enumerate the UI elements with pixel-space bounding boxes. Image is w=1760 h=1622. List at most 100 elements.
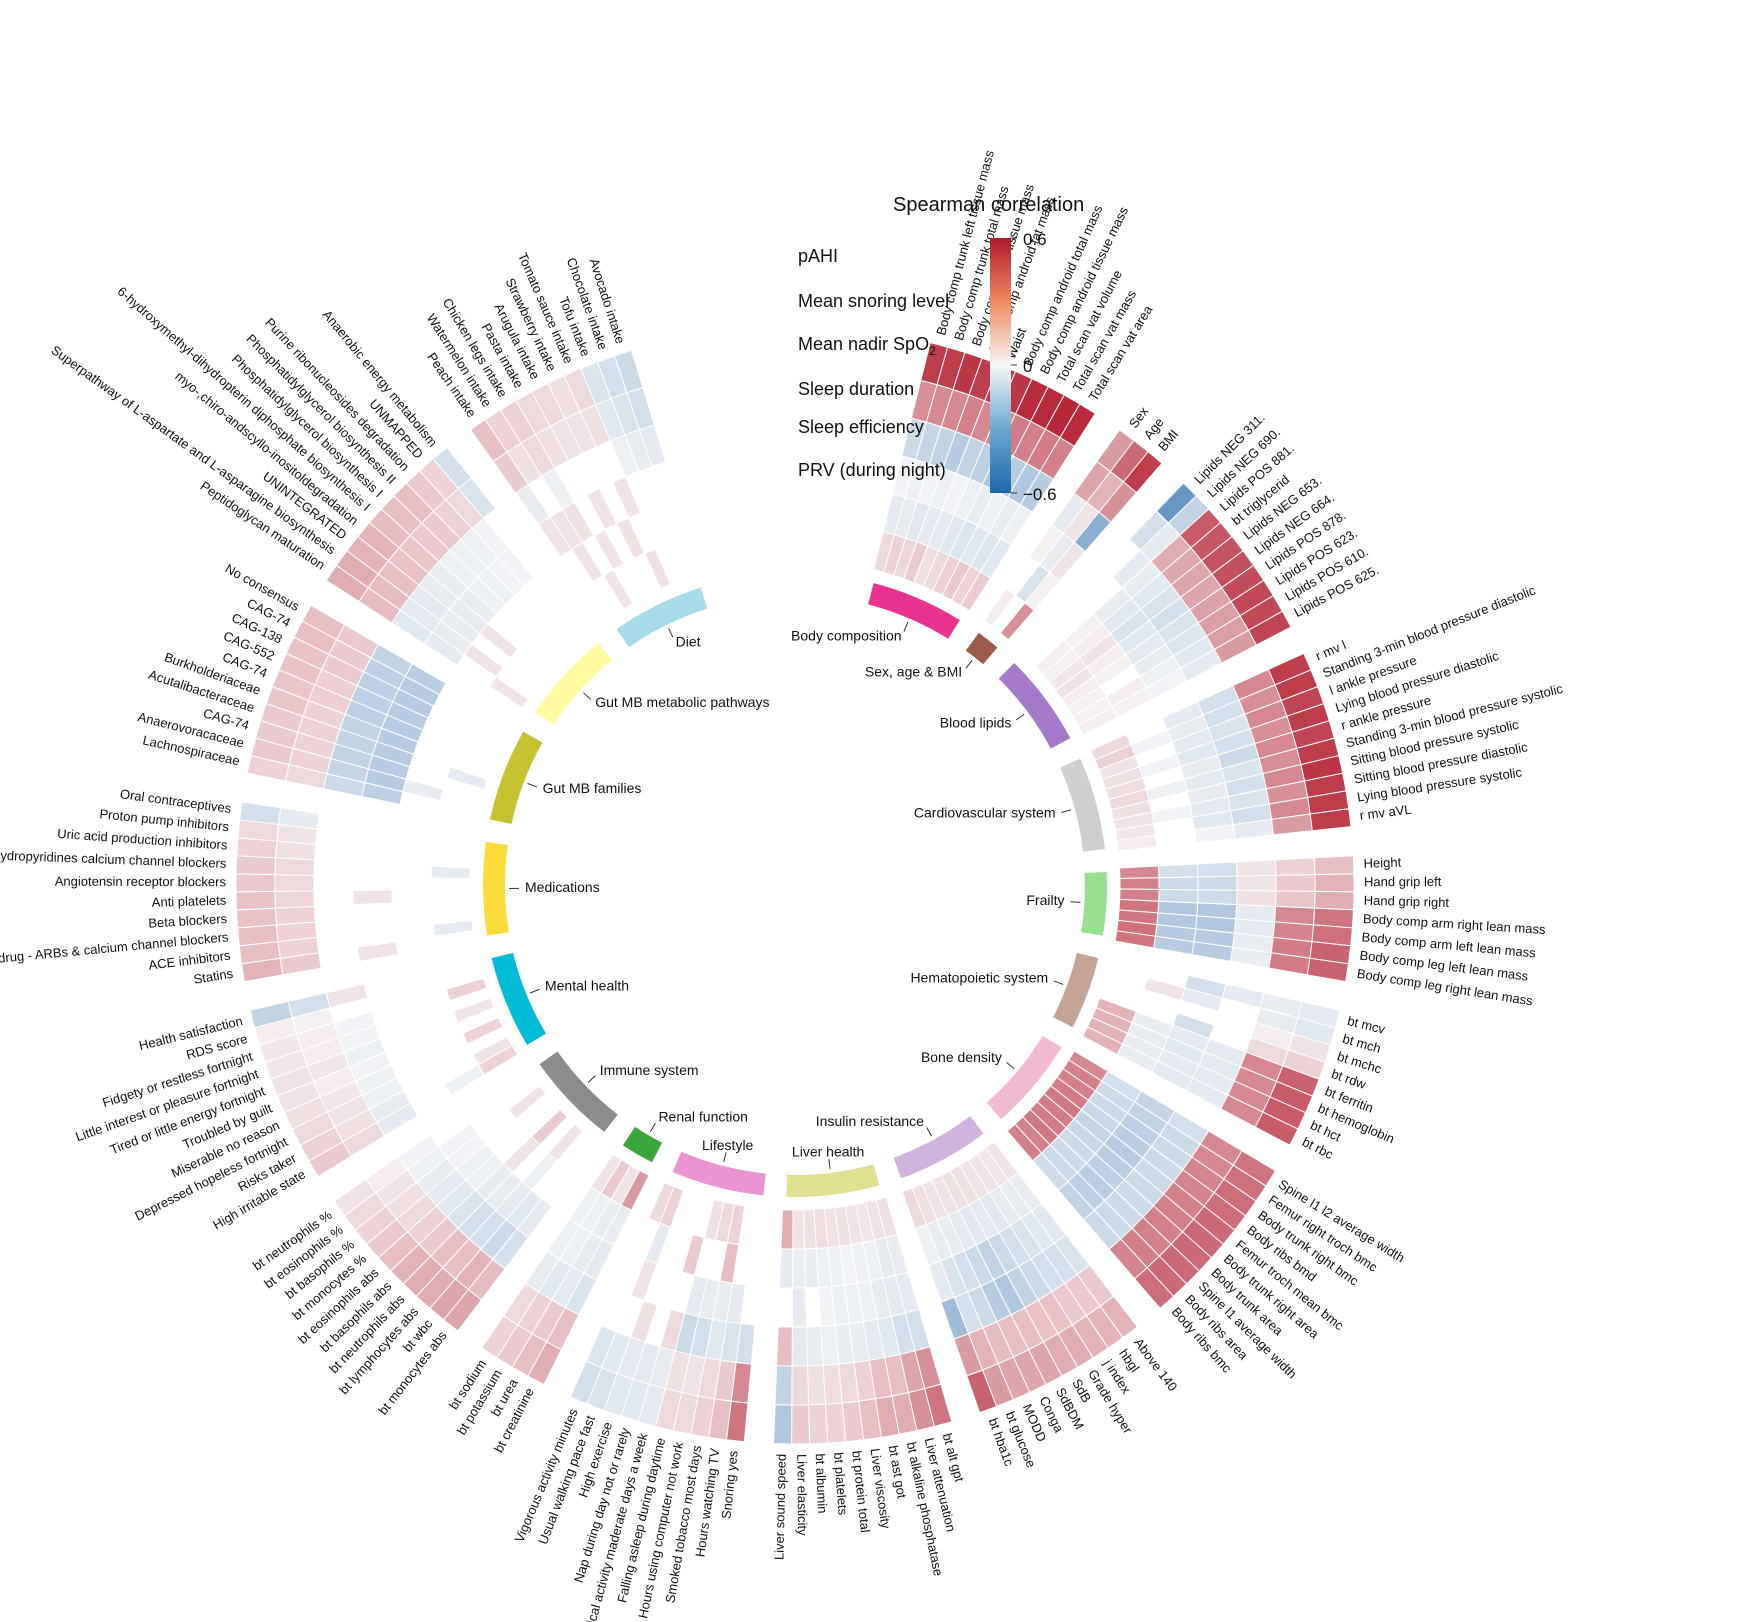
heatmap-cell <box>432 830 475 848</box>
group-label-tick <box>1015 713 1025 721</box>
heatmap-cell <box>1006 1123 1043 1162</box>
group-label-tick <box>527 783 538 788</box>
group-label: Liver health <box>792 1144 864 1160</box>
colorbar-legend: Spearman correlation 0.6 0 −0.6 <box>893 194 1084 504</box>
row-labels: pAHI Mean snoring level Mean nadir SpO2 … <box>798 246 949 480</box>
row-label-3: Sleep duration <box>798 379 914 399</box>
heatmap-cells <box>235 341 1355 1445</box>
heatmap-cell <box>235 873 276 893</box>
heatmap-cell <box>806 1325 824 1367</box>
heatmap-cell <box>1158 876 1199 891</box>
group-label: Lifestyle <box>702 1137 754 1153</box>
heatmap-cell <box>1236 889 1277 907</box>
heatmap-cell <box>352 861 394 878</box>
heatmap-cell <box>1235 859 1277 877</box>
heatmap-cell <box>235 890 277 911</box>
heatmap-cell <box>439 957 482 979</box>
heatmap-cell <box>676 536 701 579</box>
heatmap-cell <box>558 599 594 638</box>
heatmap-cell <box>313 859 355 877</box>
group-arc <box>998 662 1071 749</box>
group-label-tick <box>1006 1061 1015 1070</box>
heatmap-cell <box>391 900 433 917</box>
heatmap-cell <box>774 1365 793 1406</box>
heatmap-cell <box>473 702 515 733</box>
group-arc <box>1060 758 1105 852</box>
heatmap-cell <box>901 1187 927 1230</box>
heatmap-cell <box>777 1287 794 1328</box>
group-label: Frailty <box>1026 892 1064 908</box>
group-arc <box>539 1051 618 1132</box>
feature-label: Statins <box>192 966 234 987</box>
group-label-tick <box>926 1127 933 1137</box>
heatmap-cell <box>237 924 279 947</box>
legend-title: Spearman correlation <box>893 194 1084 216</box>
heatmap-cell <box>1116 834 1158 852</box>
group-arc <box>491 952 546 1045</box>
heatmap-cell <box>1081 1026 1124 1056</box>
heatmap-cell <box>313 904 355 923</box>
row-label-5: PRV (during night) <box>798 460 946 480</box>
group-label: Blood lipids <box>940 714 1012 730</box>
heatmap-cell <box>792 1248 807 1289</box>
group-label: Immune system <box>600 1062 699 1078</box>
group-label-tick <box>1053 980 1064 985</box>
heatmap-cell <box>805 1286 822 1328</box>
feature-label: Angiotensin receptor blockers <box>55 874 227 890</box>
heatmap-cell <box>791 1365 810 1406</box>
heatmap-cell <box>1274 890 1316 909</box>
heatmap-cell <box>352 889 393 906</box>
group-arcs <box>483 583 1107 1198</box>
heatmap-cell <box>391 876 432 891</box>
feature-label: Beta blockers <box>148 911 228 931</box>
group-label-tick <box>723 1152 727 1163</box>
group-label: Insulin resistance <box>816 1113 924 1129</box>
heatmap-cell <box>791 1326 809 1367</box>
feature-label: Height <box>1363 855 1401 871</box>
heatmap-cell <box>959 571 992 612</box>
group-label: Gut MB families <box>543 780 642 796</box>
group-arc <box>868 583 960 639</box>
heatmap-cell <box>807 1364 826 1406</box>
heatmap-cell <box>791 1404 811 1445</box>
group-label: Hematopoietic system <box>910 970 1048 986</box>
heatmap-cell <box>391 888 432 904</box>
heatmap-cell <box>824 1402 847 1444</box>
group-arc <box>616 587 708 648</box>
group-labels: Body composition Sex, age & BMI Blood lipi… <box>509 622 1081 1169</box>
colorbar <box>990 238 1011 493</box>
group-arc <box>535 642 613 725</box>
feature-label: Dihydropyridines calcium channel blocker… <box>0 847 227 871</box>
group-arc <box>1053 952 1099 1028</box>
group-label-tick <box>529 988 540 994</box>
heatmap-cell <box>808 1403 829 1445</box>
feature-label: Hand grip right <box>1364 893 1450 910</box>
group-arc <box>672 1151 766 1196</box>
row-label-4: Sleep efficiency <box>798 417 924 437</box>
feature-label: Anti platelets <box>152 893 227 910</box>
group-label: Sex, age & BMI <box>865 664 962 680</box>
row-label-0: pAHI <box>798 246 838 266</box>
group-arc <box>622 1126 663 1163</box>
colorbar-label-zero: 0 <box>1023 357 1032 376</box>
heatmap-cell <box>820 1324 840 1366</box>
heatmap-cell <box>352 902 394 920</box>
heatmap-cell <box>274 874 315 892</box>
heatmap-cell <box>791 1287 808 1328</box>
group-label: Diet <box>676 634 701 650</box>
colorbar-label-min: −0.6 <box>1023 485 1057 504</box>
heatmap-cell <box>313 889 354 907</box>
heatmap-cell <box>590 1153 623 1194</box>
group-arc <box>986 1035 1062 1120</box>
heatmap-cell <box>1314 873 1355 893</box>
feature-label: Standing 3-min blood pressure diastolic <box>1320 582 1537 680</box>
group-arc <box>786 1164 880 1198</box>
group-label-tick <box>1070 901 1081 903</box>
heatmap-cell <box>773 1404 793 1445</box>
group-label: Body composition <box>791 628 902 644</box>
group-label-tick <box>583 692 592 700</box>
group-label: Mental health <box>545 978 629 994</box>
heatmap-cell <box>1313 855 1355 876</box>
heatmap-cell <box>430 877 471 890</box>
